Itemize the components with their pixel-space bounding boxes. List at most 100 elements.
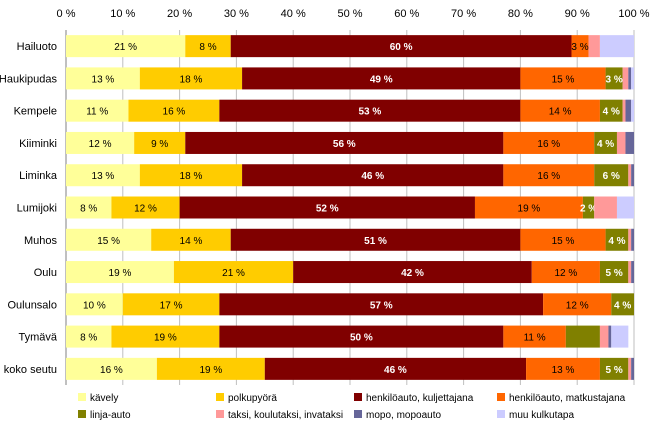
data-label: 3 % [606,74,623,85]
data-label: 19 % [109,268,132,279]
data-label: 12 % [134,204,157,215]
data-label: 13 % [552,365,575,376]
x-tick-label: 70 % [451,8,476,20]
bars: 21 % 8 % 60 % 3 % 13 % 18 % 49 % 15 % 3 % 11 % 16 … [66,35,634,380]
legend-label: muu kulkutapa [509,410,574,421]
x-tick-label: 20 % [167,8,192,20]
category-label: koko seutu [4,364,57,376]
bar-segment-linja-auto [565,325,600,348]
x-tick-label: 10 % [110,8,135,20]
bar-segment-taksi-koulutaksi-invataksi [628,164,632,187]
data-label: 8 % [80,333,97,344]
category-label: Hailuoto [17,41,57,53]
legend-label: henkilöauto, kuljettajana [366,393,474,404]
bar-segment-mopo-mopoauto [631,164,634,187]
legend-label: kävely [90,393,118,404]
data-label: 19 % [518,204,541,215]
data-label: 6 % [603,171,620,182]
data-label: 4 % [614,300,631,311]
bar-segment-polkupyörä [111,196,180,219]
bar-segment-mopo-mopoauto [625,99,632,122]
data-label: 16 % [537,139,560,150]
x-tick-label: 0 % [57,8,76,20]
bar-segment-muu-kulkutapa [631,99,634,122]
bar-segment-taksi-koulutaksi-invataksi [599,325,609,348]
bar-segment-henkilöauto-matkustajana [531,261,600,284]
data-label: 18 % [180,74,203,85]
bar-segment-linja-auto [611,293,634,316]
legend-swatch [497,393,505,401]
bar-segment-polkupyörä [185,35,231,58]
legend: kävely polkupyörä henkilöauto, kuljettajan… [78,393,626,421]
bar-segment-henkilöauto-matkustajana [543,293,612,316]
data-label: 17 % [160,300,183,311]
legend-swatch [497,410,505,418]
bar-segment-polkupyörä [111,325,220,348]
bar-segment-henkilöauto-matkustajana [503,164,595,187]
bar-segment-taksi-koulutaksi-invataksi [628,228,632,251]
data-label: 5 % [606,365,623,376]
legend-label: mopo, mopoauto [366,410,441,421]
data-label: 14 % [549,107,572,118]
bar-segment-polkupyörä [122,293,220,316]
bar-segment-linja-auto [605,228,629,251]
data-label: 2 % [580,204,597,215]
bar-segment-muu-kulkutapa [631,67,634,90]
category-label: Liminka [19,170,58,182]
legend-swatch [354,393,362,401]
data-label: 15 % [552,236,575,247]
data-label: 10 % [83,300,106,311]
data-label: 3 % [571,42,588,53]
legend-swatch [216,393,224,401]
legend-label: henkilöauto, matkustajana [509,393,626,404]
data-label: 19 % [154,333,177,344]
bar-segment-linja-auto [599,99,623,122]
data-label: 11 % [86,107,108,118]
bar-segment-kävely [66,164,140,187]
data-label: 19 % [199,365,222,376]
data-label: 8 % [80,204,97,215]
bar-segment-henkilöauto-matkustajana [503,325,566,348]
bar-segment-taksi-koulutaksi-invataksi [594,196,617,219]
bar-segment-kävely [66,35,186,58]
data-label: 5 % [606,268,623,279]
category-label: Tymävä [18,332,57,344]
data-label: 52 % [316,204,339,215]
bar-segment-mopo-mopoauto [631,261,634,284]
bar-segment-taksi-koulutaksi-invataksi [628,357,632,380]
category-label: Oulunsalo [7,299,57,311]
data-label: 56 % [333,139,356,150]
bar-segment-taksi-koulutaksi-invataksi [622,67,629,90]
legend-swatch [216,410,224,418]
x-tick-label: 30 % [224,8,249,20]
data-label: 4 % [608,236,625,247]
bar-segment-mopo-mopoauto [631,228,634,251]
bar-segment-taksi-koulutaksi-invataksi [616,131,626,154]
data-label: 18 % [180,171,203,182]
data-label: 50 % [350,333,373,344]
bar-segment-linja-auto [605,67,623,90]
category-label: Lumijoki [17,203,57,215]
bar-segment-mopo-mopoauto [631,357,634,380]
bar-segment-muu-kulkutapa [616,196,634,219]
bar-segment-kävely [66,293,123,316]
data-label: 60 % [390,42,413,53]
bar-segment-henkilöauto-matkustajana [520,228,606,251]
bar-segment-polkupyörä [173,261,294,284]
data-label: 11 % [524,333,546,344]
legend-swatch [78,393,86,401]
bar-segment-mopo-mopoauto [625,131,634,154]
data-label: 21 % [222,268,245,279]
bar-segment-henkilöauto-matkustajana [526,357,600,380]
bar-segment-henkilöauto-matkustajana [503,131,595,154]
data-label: 4 % [603,107,620,118]
data-label: 16 % [537,171,560,182]
bar-segment-taksi-koulutaksi-invataksi [588,35,600,58]
bar-segment-polkupyörä [128,99,220,122]
x-tick-label: 80 % [508,8,533,20]
data-label: 8 % [199,42,216,53]
bar-segment-kävely [66,261,174,284]
bar-segment-henkilöauto-kuljettajana [179,196,475,219]
bar-segment-henkilöauto-kuljettajana [219,325,504,348]
